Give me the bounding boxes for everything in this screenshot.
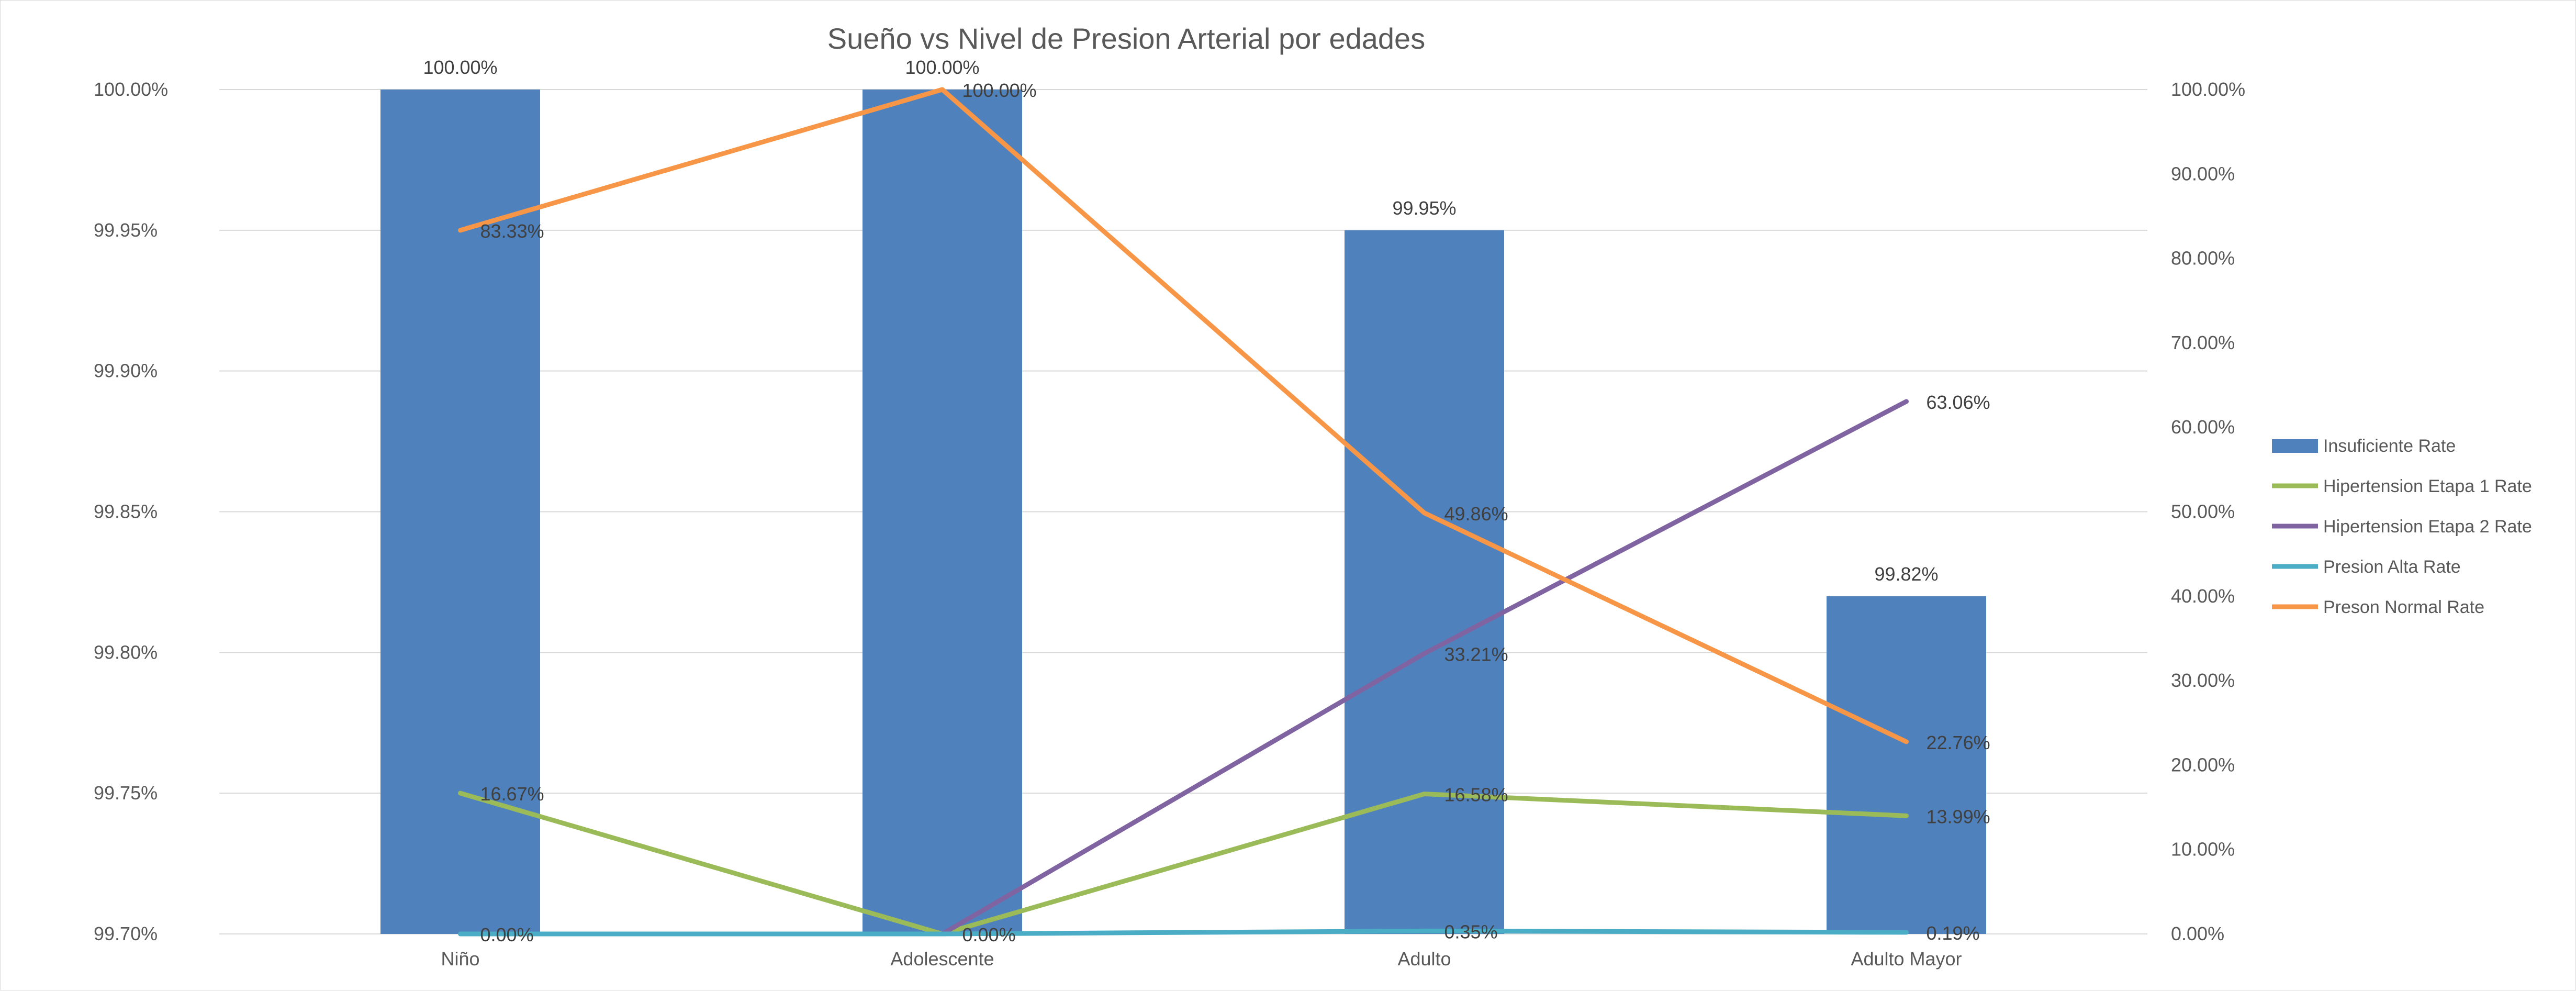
series-line bbox=[458, 928, 1909, 937]
line-data-label: 0.19% bbox=[1927, 922, 1980, 944]
line-data-label: 16.58% bbox=[1444, 784, 1508, 806]
x-axis-tick: Adulto bbox=[1397, 948, 1451, 970]
axes: 99.70% 99.75% 99.80% 99.85% 99.90% 99.95% 100.… bbox=[94, 79, 2245, 970]
series-line bbox=[458, 790, 1909, 937]
line-data-label: 16.67% bbox=[480, 783, 544, 805]
x-axis-tick: Adulto Mayor bbox=[1851, 948, 1962, 970]
right-axis-tick: 0.00% bbox=[2171, 923, 2224, 944]
gridlines bbox=[219, 89, 2147, 934]
bar-data-label: 99.82% bbox=[1874, 563, 1938, 585]
line-data-label: 13.99% bbox=[1927, 806, 1990, 827]
bar-data-label: 99.95% bbox=[1392, 197, 1456, 219]
line-data-label: 49.86% bbox=[1444, 503, 1508, 525]
line-data-label: 0.00% bbox=[480, 924, 534, 945]
left-axis-tick: 99.95% bbox=[94, 219, 158, 241]
line-data-label: 83.33% bbox=[480, 220, 544, 242]
chart-title: Sueño vs Nivel de Presion Arterial por e… bbox=[827, 22, 1425, 55]
bar bbox=[863, 90, 1022, 934]
legend-label: Presion Alta Rate bbox=[2323, 557, 2461, 577]
legend-label: Hipertension Etapa 1 Rate bbox=[2323, 476, 2532, 496]
right-axis-tick: 100.00% bbox=[2171, 79, 2245, 100]
legend-label: Hipertension Etapa 2 Rate bbox=[2323, 517, 2532, 537]
left-axis-tick: 99.80% bbox=[94, 641, 158, 663]
line-data-label: 22.76% bbox=[1927, 732, 1990, 753]
legend-label: Preson Normal Rate bbox=[2323, 597, 2484, 617]
line-data-label: 33.21% bbox=[1444, 643, 1508, 665]
data-labels: 100.00% 100.00%99.95%99.82%16.67% 16.58%13… bbox=[423, 57, 1990, 945]
left-axis-tick: 99.70% bbox=[94, 923, 158, 944]
left-axis-tick: 99.85% bbox=[94, 501, 158, 522]
bar-data-label: 100.00% bbox=[423, 57, 497, 78]
right-axis-tick: 70.00% bbox=[2171, 332, 2235, 353]
legend-label: Insuficiente Rate bbox=[2323, 436, 2456, 456]
legend: Insuficiente Rate Hipertension Etapa 1 Ra… bbox=[2272, 436, 2532, 617]
legend-swatch bbox=[2272, 439, 2318, 453]
left-axis-tick: 99.75% bbox=[94, 782, 158, 804]
bar bbox=[1827, 596, 1986, 934]
bar bbox=[1345, 230, 1504, 934]
series-line bbox=[940, 399, 1909, 937]
line-data-label: 100.00% bbox=[962, 80, 1037, 101]
right-axis-tick: 50.00% bbox=[2171, 501, 2235, 522]
line-data-label: 63.06% bbox=[1927, 392, 1990, 413]
left-axis-tick: 99.90% bbox=[94, 360, 158, 382]
line-data-label: 0.35% bbox=[1444, 921, 1498, 942]
right-axis-tick: 20.00% bbox=[2171, 754, 2235, 775]
bar-data-label: 100.00% bbox=[905, 57, 979, 78]
bar-series bbox=[380, 90, 1986, 934]
right-axis-tick: 90.00% bbox=[2171, 163, 2235, 184]
right-axis-tick: 60.00% bbox=[2171, 416, 2235, 438]
line-data-label: 0.00% bbox=[962, 924, 1016, 945]
x-axis-tick: Adolescente bbox=[890, 948, 994, 970]
right-axis-tick: 30.00% bbox=[2171, 670, 2235, 691]
right-axis-tick: 10.00% bbox=[2171, 839, 2235, 860]
right-axis-tick: 80.00% bbox=[2171, 248, 2235, 269]
left-axis-tick: 100.00% bbox=[94, 79, 168, 100]
line-series-group bbox=[458, 87, 1909, 937]
x-axis-tick: Niño bbox=[441, 948, 479, 970]
series-line bbox=[458, 87, 1909, 744]
right-axis-tick: 40.00% bbox=[2171, 585, 2235, 607]
